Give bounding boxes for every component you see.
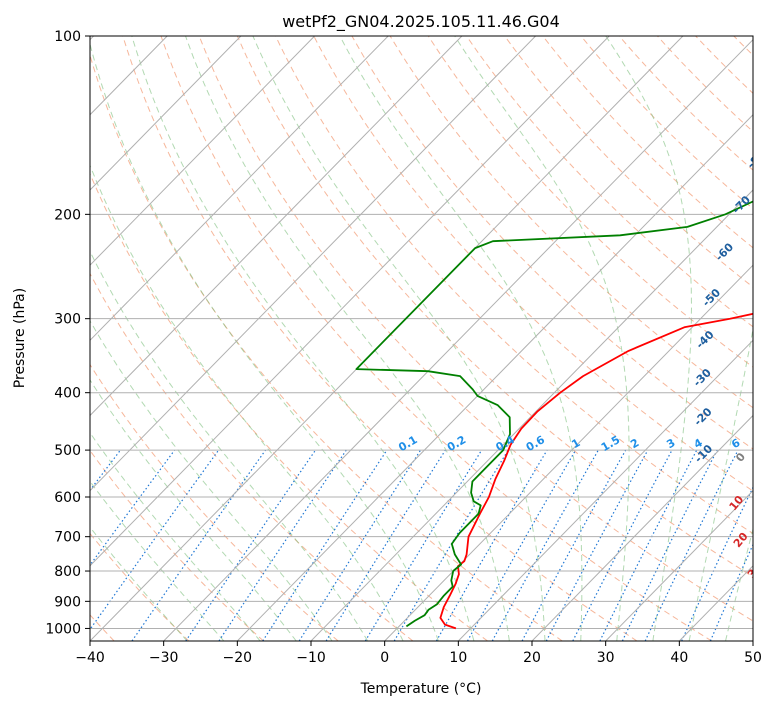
y-axis-title: Pressure (hPa) bbox=[12, 288, 28, 388]
chart-title: wetPf2_GN04.2025.105.11.46.G04 bbox=[282, 12, 560, 32]
isotherm-grid-line bbox=[531, 414, 753, 641]
y-tick-label: 400 bbox=[54, 386, 81, 402]
y-axis: 100 200 300 400 500 600 700 800 900 1000 bbox=[45, 29, 90, 637]
moist-adiabat bbox=[90, 41, 439, 641]
x-axis-title: Temperature (°C) bbox=[360, 681, 482, 697]
isotherm-grid-line bbox=[310, 189, 753, 641]
mixing-ratio-line bbox=[325, 449, 446, 641]
mixing-ratio-line bbox=[435, 449, 548, 641]
isotherm-grid-line bbox=[384, 264, 753, 641]
dry-adiabat bbox=[122, 36, 638, 641]
mixing-ratio-line bbox=[131, 449, 266, 641]
moist-adiabat bbox=[90, 431, 261, 641]
dry-adiabat bbox=[427, 36, 753, 368]
mixing-ratio-line bbox=[298, 449, 422, 641]
moist-adiabat bbox=[688, 326, 753, 641]
dry-adiabat bbox=[275, 36, 753, 535]
x-tick-label: 30 bbox=[597, 650, 615, 666]
plot-frame bbox=[89, 35, 754, 642]
moist-adiabat bbox=[131, 36, 475, 641]
moist-adiabat bbox=[90, 250, 369, 641]
dry-adiabat bbox=[389, 36, 753, 409]
dry-adiabat bbox=[160, 36, 712, 641]
mixing-ratio-line bbox=[644, 449, 739, 641]
moist-adiabat bbox=[252, 36, 546, 641]
dry-adiabat bbox=[542, 36, 753, 249]
moist-adiabat-label: 30 bbox=[745, 560, 765, 580]
y-tick-label: 100 bbox=[54, 29, 81, 45]
mixing-ratio-line bbox=[621, 449, 718, 641]
moist-adiabat bbox=[725, 527, 753, 641]
mixing-ratio-line bbox=[185, 449, 316, 641]
dry-adiabat bbox=[90, 449, 264, 641]
dry-adiabat bbox=[618, 36, 753, 171]
y-tick-label: 300 bbox=[54, 312, 81, 328]
profile-lines bbox=[355, 200, 753, 630]
dry-adiabat bbox=[90, 172, 488, 641]
isotherm-grid-line bbox=[90, 36, 536, 492]
isotherm-grid-line bbox=[90, 36, 315, 266]
x-tick-label: 50 bbox=[744, 650, 762, 666]
moist-adiabat bbox=[90, 164, 404, 641]
y-tick-label: 600 bbox=[54, 490, 81, 506]
isotherm-grid-line bbox=[605, 489, 753, 641]
moist-adiabats bbox=[90, 36, 753, 641]
isotherm-grid-line bbox=[236, 114, 753, 641]
dewpoint-profile-line bbox=[355, 200, 753, 628]
dry-adiabats bbox=[90, 36, 753, 641]
mixing-ratio-line bbox=[393, 449, 509, 641]
x-tick-label: −10 bbox=[296, 650, 326, 666]
isotherm-grid-line bbox=[90, 36, 389, 342]
temperature-profile-line bbox=[439, 312, 753, 630]
plot-background bbox=[90, 36, 753, 641]
isotherm-grid-line bbox=[163, 38, 753, 641]
moist-adiabat bbox=[90, 379, 297, 641]
y-tick-label: 1000 bbox=[45, 621, 81, 637]
mixing-ratio-line bbox=[681, 486, 753, 641]
x-tick-label: −20 bbox=[223, 650, 253, 666]
isotherm-grid-line bbox=[90, 36, 242, 191]
mixing-ratio-line bbox=[466, 449, 577, 641]
y-tick-label: 900 bbox=[54, 594, 81, 610]
dry-adiabat bbox=[351, 36, 753, 450]
moist-adiabat bbox=[90, 480, 225, 641]
y-tick-label: 200 bbox=[54, 207, 81, 223]
mixing-ratio-line bbox=[364, 449, 483, 641]
x-tick-label: −40 bbox=[75, 650, 105, 666]
dry-adiabat bbox=[580, 36, 753, 210]
dry-adiabat bbox=[466, 36, 753, 328]
isotherm-grid-line bbox=[457, 339, 753, 641]
x-tick-label: 10 bbox=[449, 650, 467, 666]
x-tick-label: 0 bbox=[380, 650, 389, 666]
mixing-ratio-lines bbox=[90, 449, 753, 641]
mixing-ratio-line bbox=[262, 449, 388, 641]
x-axis: −40 −30 −20 −10 0 10 20 30 40 50 bbox=[75, 641, 762, 666]
moist-adiabat bbox=[605, 36, 692, 641]
dry-adiabat bbox=[90, 53, 563, 641]
x-tick-label: 40 bbox=[670, 650, 688, 666]
moist-adiabat bbox=[339, 36, 583, 641]
isotherm-grid-line bbox=[90, 36, 610, 567]
dry-adiabat-label: -80 bbox=[745, 148, 768, 171]
plot-area: -100-90-80-70-60-50-40-30-20-100.10.20.4… bbox=[90, 36, 768, 641]
mixing-ratio-line bbox=[521, 449, 627, 641]
moist-adiabat bbox=[90, 319, 333, 641]
x-tick-label: 20 bbox=[523, 650, 541, 666]
y-tick-label: 700 bbox=[54, 530, 81, 546]
y-tick-label: 500 bbox=[54, 443, 81, 459]
isotherm-grid-line bbox=[90, 36, 463, 417]
mixing-ratio-line bbox=[491, 449, 599, 641]
mixing-ratio-line bbox=[90, 449, 220, 631]
mixing-ratio-line bbox=[90, 449, 176, 567]
x-tick-label: −30 bbox=[149, 650, 179, 666]
y-tick-label: 800 bbox=[54, 564, 81, 580]
